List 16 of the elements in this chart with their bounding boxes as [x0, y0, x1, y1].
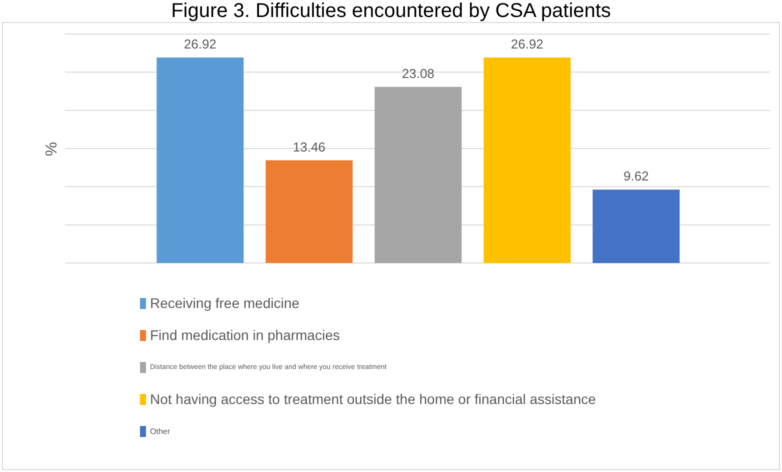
- legend-label: Receiving free medicine: [150, 295, 300, 311]
- data-label: 26.92: [510, 36, 544, 52]
- legend-label: Other: [150, 426, 170, 436]
- bar: [156, 58, 244, 263]
- data-label: 13.46: [292, 139, 326, 154]
- bar: [592, 190, 680, 263]
- legend-label: Find medication in pharmacies: [150, 327, 340, 343]
- bar: [266, 160, 353, 263]
- legend-label: Not having access to treatment outside the home or financial assistance: [150, 391, 596, 407]
- chart-title: Figure 3. Difficulties encountered by CSA patients: [170, 0, 612, 23]
- data-label: 26.92: [184, 36, 216, 52]
- data-label: 9.62: [623, 168, 649, 184]
- data-label: 23.08: [402, 66, 434, 81]
- bar: [374, 86, 462, 263]
- y-axis-title: %: [44, 142, 60, 156]
- bar: [484, 58, 571, 263]
